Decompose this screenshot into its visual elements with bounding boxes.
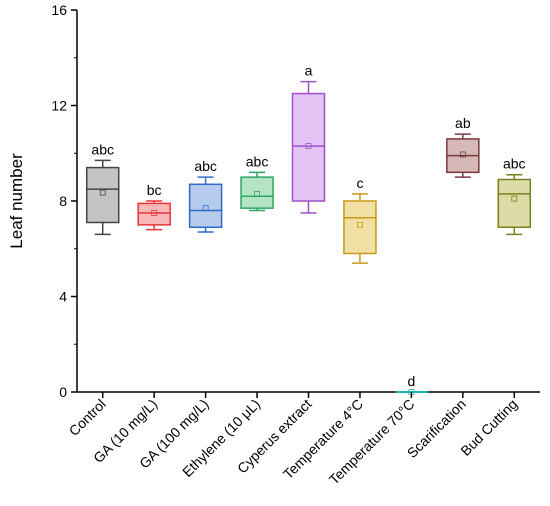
mean-marker (202, 205, 209, 212)
box-4: abc (240, 153, 274, 212)
mean-marker (254, 190, 260, 197)
significance-label: d (407, 373, 415, 389)
mean-marker (357, 221, 363, 228)
mean-marker (459, 151, 466, 158)
significance-label: c (356, 175, 363, 191)
mean-marker (305, 143, 312, 149)
significance-label: abc (91, 141, 114, 157)
box-1: abc (85, 141, 120, 236)
mean-marker (99, 189, 106, 196)
significance-label: bc (147, 182, 162, 198)
iqr-box (497, 178, 532, 229)
y-tick-label: 16 (51, 2, 67, 18)
significance-label: abc (503, 156, 526, 172)
box-3: abc (188, 158, 223, 233)
x-tick-label: Control (66, 396, 109, 439)
significance-label: ab (455, 115, 471, 131)
y-axis-ticks: 0 4 8 12 16 (51, 2, 77, 400)
box-series: abc bc abc abc a c d ab abc (85, 63, 532, 395)
y-tick-label: 8 (59, 193, 67, 209)
y-tick-label: 0 (59, 384, 67, 400)
iqr-box (291, 92, 326, 202)
iqr-box (240, 176, 274, 209)
significance-label: abc (194, 158, 217, 174)
y-axis-title: Leaf number (7, 153, 26, 249)
box-9: abc (497, 156, 532, 236)
box-5: a (291, 63, 326, 214)
box-7: d (395, 373, 428, 395)
y-tick-label: 12 (51, 98, 67, 114)
x-tick-label: Temperature 70°C (326, 396, 418, 488)
box-6: c (343, 175, 377, 264)
mean-marker (511, 195, 518, 202)
y-tick-label: 4 (59, 289, 67, 305)
iqr-box (137, 202, 171, 226)
significance-label: a (305, 63, 313, 79)
significance-label: abc (246, 153, 269, 169)
box-8: ab (446, 115, 480, 178)
box-2: bc (137, 182, 171, 231)
mean-marker (151, 210, 158, 216)
